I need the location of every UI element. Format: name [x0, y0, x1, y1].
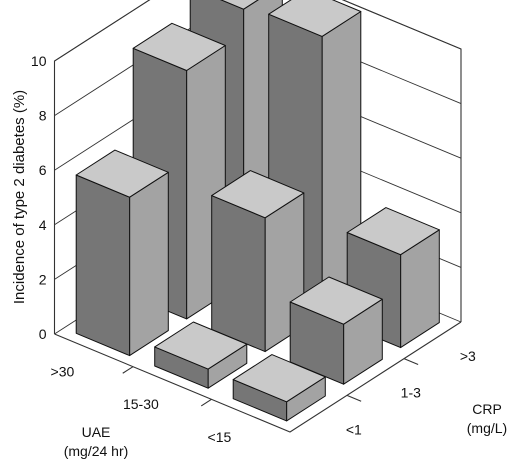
- bar-top-face: [75, 149, 169, 198]
- crp-category-label: >3: [460, 348, 476, 364]
- uae-category-label: <15: [208, 429, 232, 445]
- crp-axis-title-line2: (mg/L): [467, 420, 507, 436]
- y-tick-label-2: 4: [39, 217, 47, 233]
- crp-axis-title-line1: CRP: [472, 401, 502, 417]
- uae-axis-title-line2: (mg/24 hr): [64, 443, 129, 459]
- bar-group: [75, 0, 440, 422]
- bar-front-face: [129, 171, 169, 357]
- label-group: 0 2 4 6 8 10 >30 15-30 <15 <1 1-3 >3: [31, 53, 476, 445]
- bar-side-face: [75, 174, 131, 357]
- y-axis-title: Incidence of type 2 diabetes (%): [11, 90, 28, 304]
- y-tick-label-4: 8: [39, 108, 47, 124]
- y-tick-label-5: 10: [31, 53, 47, 69]
- bar-top-face: [220, 0, 259, 10]
- bar-top-face: [232, 354, 326, 403]
- y-tick-label-3: 6: [39, 162, 47, 178]
- crp-category-label: 1-3: [401, 385, 421, 401]
- uae-category-label: >30: [51, 364, 75, 380]
- crp-tick-1: [346, 394, 362, 402]
- crp-tick-2: [403, 358, 419, 366]
- y-tick-label-1: 2: [39, 271, 47, 287]
- bar->30-<1: [75, 149, 169, 357]
- bar-15-30-<1: [154, 321, 248, 389]
- crp-category-label: <1: [346, 421, 362, 437]
- bar-side-face: [211, 195, 266, 353]
- back-wall-frame: [341, 0, 462, 322]
- bar-<15-<1: [232, 354, 326, 422]
- bar-<15-1-3: [289, 276, 383, 385]
- bar-top-face: [346, 207, 440, 256]
- y-tick-label-0: 0: [39, 326, 47, 342]
- uae-tick-2: [122, 366, 134, 374]
- uae-tick-1: [200, 398, 212, 407]
- bar-top-face: [289, 276, 383, 325]
- bar-top-face: [211, 170, 305, 219]
- uae-category-label: 15-30: [123, 396, 159, 412]
- bar-top-face: [268, 0, 362, 37]
- uae-axis-title-line1: UAE: [82, 424, 111, 440]
- bar-top-face: [132, 22, 226, 71]
- bar-top-face: [154, 321, 248, 370]
